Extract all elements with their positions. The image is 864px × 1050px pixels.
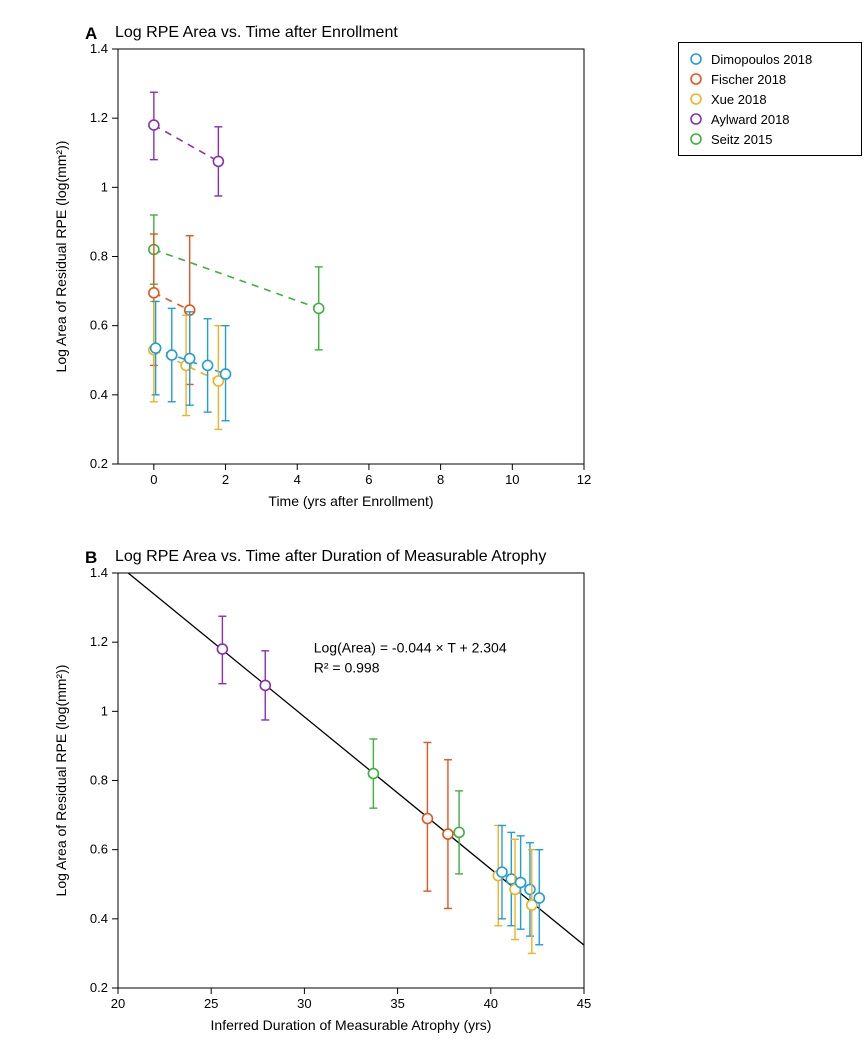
legend-marker	[687, 90, 705, 108]
data-marker	[314, 303, 324, 313]
legend-label: Fischer 2018	[711, 72, 786, 87]
svg-text:0.8: 0.8	[90, 773, 108, 788]
data-marker	[149, 120, 159, 130]
panel-b-label: B	[85, 548, 97, 568]
svg-text:1: 1	[101, 703, 108, 718]
svg-text:25: 25	[204, 996, 218, 1011]
panel-a-ylabel: Log Area of Residual RPE (log(mm²))	[53, 141, 69, 373]
svg-text:0.4: 0.4	[90, 911, 108, 926]
svg-text:6: 6	[365, 472, 372, 487]
figure-page: { "figure_width": 864, "figure_height": …	[0, 0, 864, 1050]
svg-text:30: 30	[297, 996, 311, 1011]
legend-item: Fischer 2018	[687, 69, 851, 89]
svg-text:0.8: 0.8	[90, 249, 108, 264]
data-marker	[221, 369, 231, 379]
data-marker	[525, 884, 535, 894]
legend-item: Aylward 2018	[687, 109, 851, 129]
svg-text:1.2: 1.2	[90, 110, 108, 125]
panel-a-xlabel: Time (yrs after Enrollment)	[268, 493, 433, 509]
panel-b-xlabel: Inferred Duration of Measurable Atrophy …	[211, 1017, 492, 1033]
svg-text:0.2: 0.2	[90, 980, 108, 995]
data-marker	[149, 288, 159, 298]
panel-b-ylabel: Log Area of Residual RPE (log(mm²))	[53, 665, 69, 897]
svg-text:40: 40	[484, 996, 498, 1011]
data-marker	[203, 360, 213, 370]
legend-label: Dimopoulos 2018	[711, 52, 812, 67]
data-marker	[534, 893, 544, 903]
data-marker	[443, 829, 453, 839]
panel-b-content	[118, 565, 584, 954]
svg-text:10: 10	[505, 472, 519, 487]
legend-marker	[687, 130, 705, 148]
legend-item: Dimopoulos 2018	[687, 49, 851, 69]
legend-label: Xue 2018	[711, 92, 767, 107]
svg-text:1.2: 1.2	[90, 634, 108, 649]
svg-text:0.4: 0.4	[90, 387, 108, 402]
legend-label: Aylward 2018	[711, 112, 790, 127]
data-marker	[454, 827, 464, 837]
data-marker	[260, 680, 270, 690]
legend-marker	[687, 50, 705, 68]
svg-text:45: 45	[577, 996, 591, 1011]
plots-svg: 0246810120.20.40.60.811.21.4Time (yrs af…	[0, 0, 864, 1050]
data-marker	[422, 814, 432, 824]
svg-text:12: 12	[577, 472, 591, 487]
data-marker	[213, 156, 223, 166]
panel-b-title: Log RPE Area vs. Time after Duration of …	[115, 548, 546, 566]
svg-text:1: 1	[101, 179, 108, 194]
svg-text:0: 0	[150, 472, 157, 487]
fit-annotation: R² = 0.998	[314, 660, 380, 676]
fit-annotation: Log(Area) = -0.044 × T + 2.304	[314, 640, 507, 656]
data-marker	[167, 350, 177, 360]
data-marker	[516, 878, 526, 888]
data-marker	[497, 867, 507, 877]
svg-text:35: 35	[390, 996, 404, 1011]
data-marker	[151, 343, 161, 353]
legend-item: Seitz 2015	[687, 129, 851, 149]
panel-a-title: Log RPE Area vs. Time after Enrollment	[115, 24, 398, 42]
data-marker	[217, 644, 227, 654]
svg-text:0.2: 0.2	[90, 456, 108, 471]
data-marker	[368, 769, 378, 779]
panel-a-label: A	[85, 24, 97, 44]
legend-label: Seitz 2015	[711, 132, 772, 147]
svg-text:0.6: 0.6	[90, 842, 108, 857]
legend: Dimopoulos 2018 Fischer 2018 Xue 2018 Aylwa…	[678, 42, 862, 156]
svg-text:8: 8	[437, 472, 444, 487]
panel-a-content	[149, 92, 324, 429]
svg-text:20: 20	[111, 996, 125, 1011]
svg-text:0.6: 0.6	[90, 318, 108, 333]
svg-text:2: 2	[222, 472, 229, 487]
svg-text:4: 4	[294, 472, 301, 487]
legend-item: Xue 2018	[687, 89, 851, 109]
trend-line	[154, 125, 219, 161]
data-marker	[185, 354, 195, 364]
panel-a-axes	[118, 49, 584, 464]
legend-marker	[687, 70, 705, 88]
legend-marker	[687, 110, 705, 128]
trend-line	[154, 250, 319, 309]
